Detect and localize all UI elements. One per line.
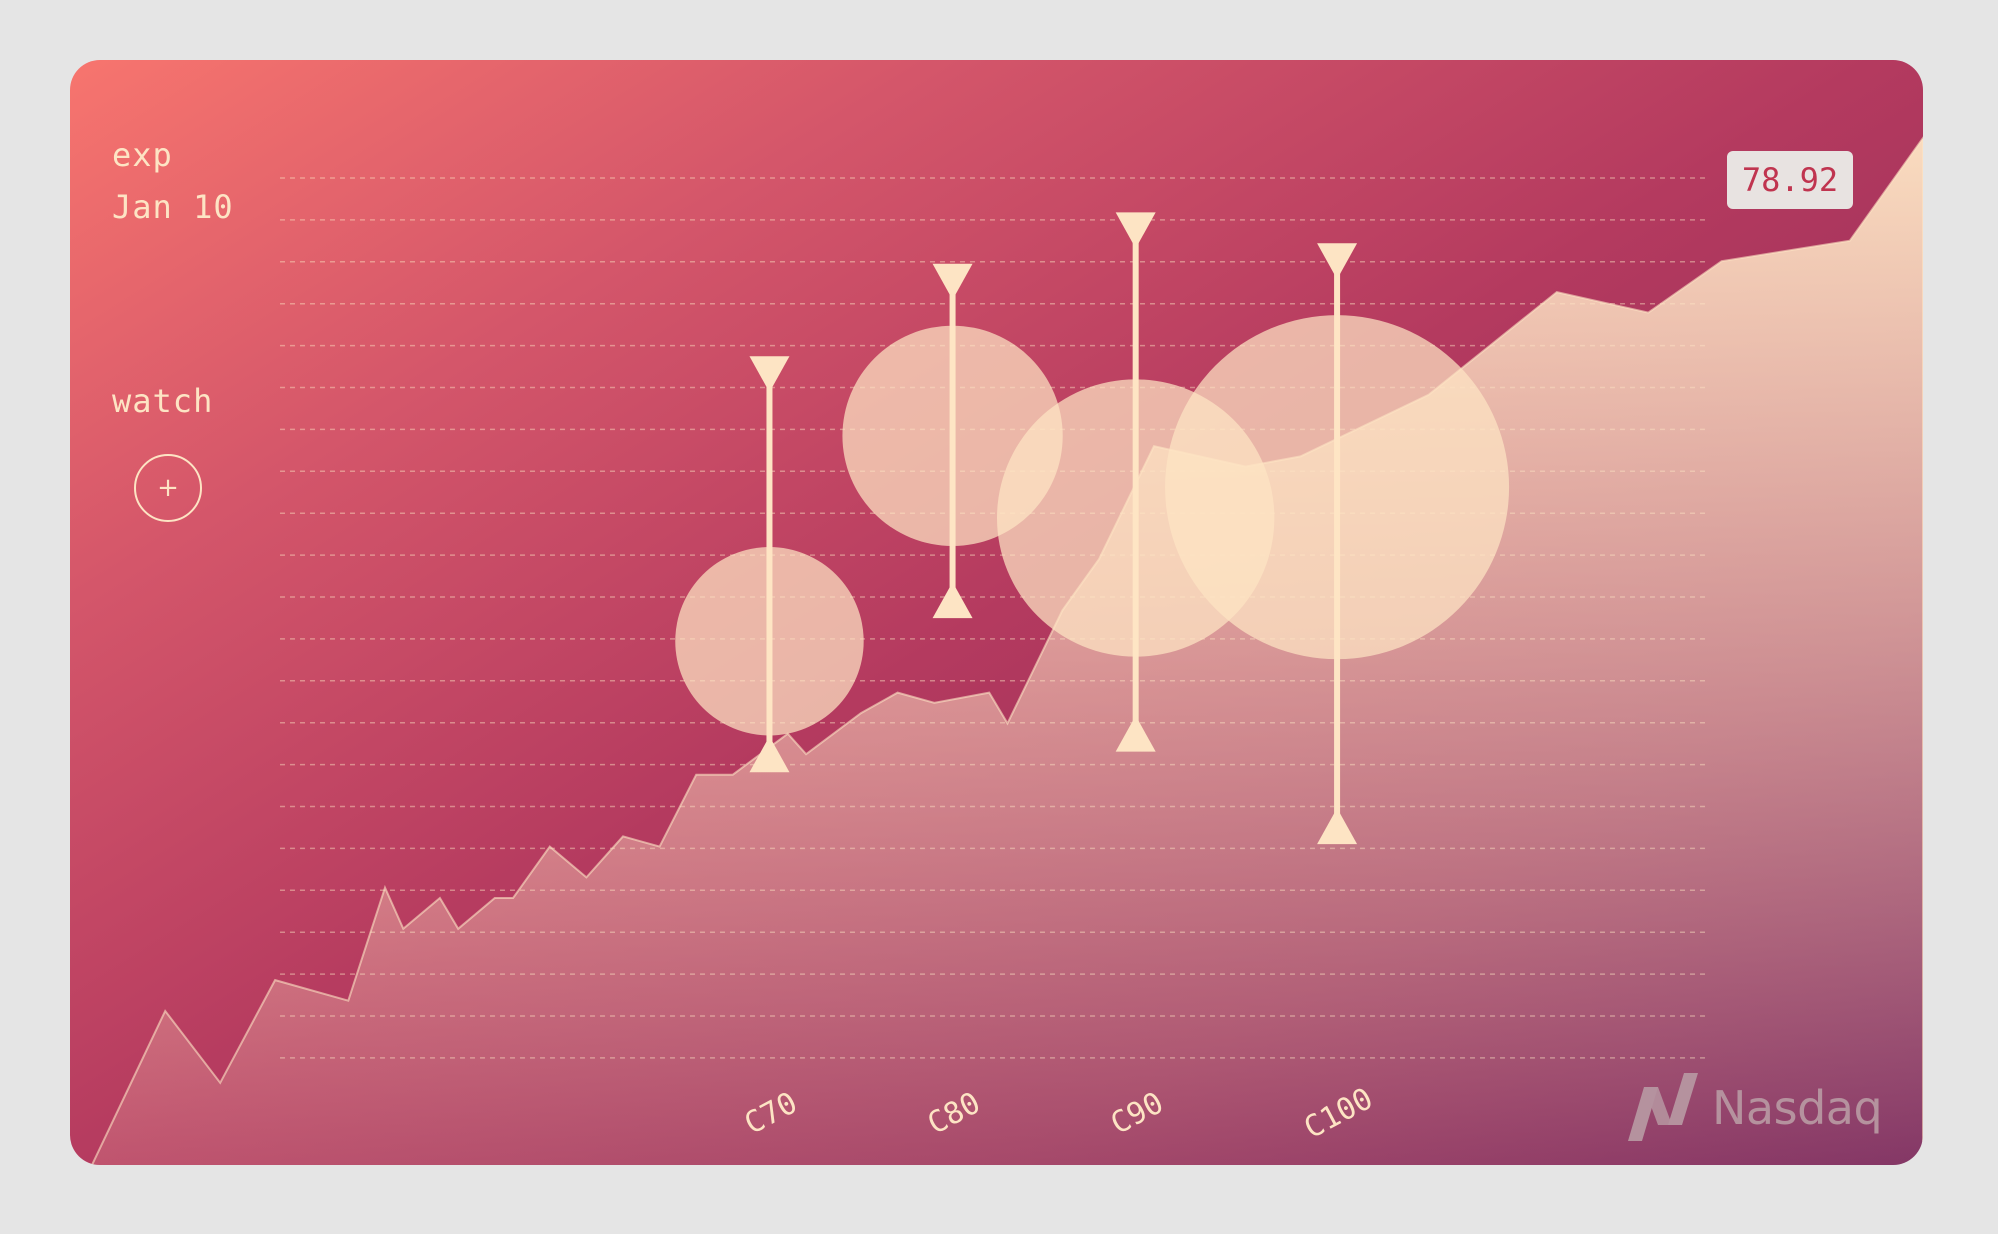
high-marker xyxy=(1317,243,1358,280)
options-layer xyxy=(675,212,1510,845)
options-chart: C70 C80 C90 C100 xyxy=(91,136,1923,1165)
brand-name: Nasdaq xyxy=(1712,1081,1883,1135)
high-marker xyxy=(932,263,973,300)
low-marker xyxy=(749,736,790,773)
low-marker xyxy=(1317,808,1358,845)
add-watch-button[interactable]: + xyxy=(134,454,202,522)
chart-card: C70 C80 C90 C100 exp Jan 10 watch + 78.92 N… xyxy=(70,60,1923,1165)
low-marker xyxy=(932,582,973,619)
watch-label: watch xyxy=(112,382,214,420)
high-marker xyxy=(749,356,790,393)
brand-logo: Nasdaq xyxy=(1628,1073,1888,1143)
low-marker xyxy=(1115,715,1156,752)
option-c100 xyxy=(1165,243,1510,845)
expiry-label: exp xyxy=(112,136,173,174)
nasdaq-logo-icon xyxy=(1628,1073,1698,1141)
price-area xyxy=(91,136,1923,1165)
expiry-date: Jan 10 xyxy=(112,188,234,226)
option-bubble xyxy=(1165,315,1510,660)
price-badge: 78.92 xyxy=(1727,151,1853,209)
option-c70 xyxy=(675,356,864,773)
option-bubble xyxy=(675,547,864,736)
high-marker xyxy=(1115,212,1156,249)
